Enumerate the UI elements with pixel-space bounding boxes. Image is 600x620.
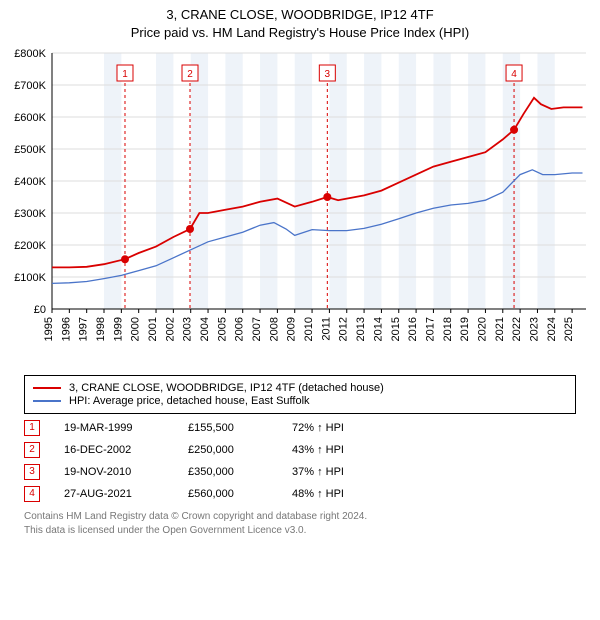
svg-text:1996: 1996	[60, 317, 72, 341]
svg-text:£600K: £600K	[14, 112, 46, 124]
sale-price: £350,000	[188, 466, 268, 478]
footer-line2: This data is licensed under the Open Gov…	[24, 524, 576, 538]
legend-item-price: 3, CRANE CLOSE, WOODBRIDGE, IP12 4TF (de…	[33, 382, 567, 394]
footer-line1: Contains HM Land Registry data © Crown c…	[24, 510, 576, 524]
svg-text:2001: 2001	[147, 317, 159, 341]
svg-text:2023: 2023	[528, 317, 540, 341]
sale-marker-box: 2	[24, 442, 40, 458]
sale-pct-vs-hpi: 37% ↑ HPI	[292, 466, 344, 478]
svg-text:2016: 2016	[407, 317, 419, 341]
sale-date: 27-AUG-2021	[64, 488, 164, 500]
legend-item-hpi: HPI: Average price, detached house, East…	[33, 395, 567, 407]
sale-marker-box: 4	[24, 486, 40, 502]
svg-text:2024: 2024	[546, 317, 558, 341]
svg-text:2019: 2019	[459, 317, 471, 341]
svg-text:2012: 2012	[338, 317, 350, 341]
sale-pct-vs-hpi: 72% ↑ HPI	[292, 422, 344, 434]
sale-date: 19-NOV-2010	[64, 466, 164, 478]
sale-row: 3 19-NOV-2010 £350,000 37% ↑ HPI	[24, 464, 576, 480]
svg-text:£200K: £200K	[14, 240, 46, 252]
svg-text:£700K: £700K	[14, 80, 46, 92]
chart-title: 3, CRANE CLOSE, WOODBRIDGE, IP12 4TF Pri…	[0, 0, 600, 41]
svg-text:1999: 1999	[112, 317, 124, 341]
attribution-footer: Contains HM Land Registry data © Crown c…	[24, 510, 576, 537]
sale-pct-vs-hpi: 43% ↑ HPI	[292, 444, 344, 456]
svg-text:£400K: £400K	[14, 176, 46, 188]
sales-table: 1 19-MAR-1999 £155,500 72% ↑ HPI 2 16-DEC-200…	[24, 420, 576, 502]
chart-container: £0 £100K £200K £300K £400K £500K £600K £700K £80…	[0, 41, 600, 371]
svg-text:4: 4	[511, 69, 517, 80]
svg-text:2000: 2000	[130, 317, 142, 341]
svg-text:2002: 2002	[164, 317, 176, 341]
legend-label-price: 3, CRANE CLOSE, WOODBRIDGE, IP12 4TF (de…	[69, 382, 384, 394]
sale-row: 1 19-MAR-1999 £155,500 72% ↑ HPI	[24, 420, 576, 436]
svg-text:2025: 2025	[563, 317, 575, 341]
sale-price: £250,000	[188, 444, 268, 456]
sale-date: 16-DEC-2002	[64, 444, 164, 456]
svg-text:£500K: £500K	[14, 144, 46, 156]
svg-text:2004: 2004	[199, 317, 211, 341]
sale-pct-vs-hpi: 48% ↑ HPI	[292, 488, 344, 500]
svg-text:3: 3	[325, 69, 331, 80]
svg-text:2022: 2022	[511, 317, 523, 341]
title-line1: 3, CRANE CLOSE, WOODBRIDGE, IP12 4TF	[0, 6, 600, 24]
svg-text:2003: 2003	[182, 317, 194, 341]
svg-text:2006: 2006	[234, 317, 246, 341]
price-vs-hpi-chart: £0 £100K £200K £300K £400K £500K £600K £700K £80…	[0, 41, 600, 371]
svg-text:£800K: £800K	[14, 48, 46, 60]
legend-swatch-price	[33, 387, 61, 389]
title-line2: Price paid vs. HM Land Registry's House …	[0, 24, 600, 42]
sale-marker-box: 1	[24, 420, 40, 436]
svg-text:2020: 2020	[476, 317, 488, 341]
svg-text:£300K: £300K	[14, 208, 46, 220]
svg-text:2005: 2005	[216, 317, 228, 341]
svg-text:£0: £0	[34, 304, 46, 316]
svg-text:2007: 2007	[251, 317, 263, 341]
svg-text:2018: 2018	[442, 317, 454, 341]
sale-price: £560,000	[188, 488, 268, 500]
sale-marker-box: 3	[24, 464, 40, 480]
svg-text:2014: 2014	[372, 317, 384, 341]
sale-date: 19-MAR-1999	[64, 422, 164, 434]
svg-text:2008: 2008	[268, 317, 280, 341]
svg-text:2021: 2021	[494, 317, 506, 341]
svg-text:2010: 2010	[303, 317, 315, 341]
legend-label-hpi: HPI: Average price, detached house, East…	[69, 395, 310, 407]
svg-text:2013: 2013	[355, 317, 367, 341]
legend: 3, CRANE CLOSE, WOODBRIDGE, IP12 4TF (de…	[24, 375, 576, 414]
sale-row: 2 16-DEC-2002 £250,000 43% ↑ HPI	[24, 442, 576, 458]
svg-text:2: 2	[187, 69, 193, 80]
svg-text:2011: 2011	[320, 317, 332, 341]
legend-swatch-hpi	[33, 400, 61, 402]
svg-text:£100K: £100K	[14, 272, 46, 284]
svg-text:2009: 2009	[286, 317, 298, 341]
svg-text:1: 1	[122, 69, 128, 80]
svg-text:1995: 1995	[43, 317, 55, 341]
svg-text:2015: 2015	[390, 317, 402, 341]
svg-text:1998: 1998	[95, 317, 107, 341]
sale-row: 4 27-AUG-2021 £560,000 48% ↑ HPI	[24, 486, 576, 502]
svg-text:2017: 2017	[424, 317, 436, 341]
svg-text:1997: 1997	[78, 317, 90, 341]
sale-price: £155,500	[188, 422, 268, 434]
